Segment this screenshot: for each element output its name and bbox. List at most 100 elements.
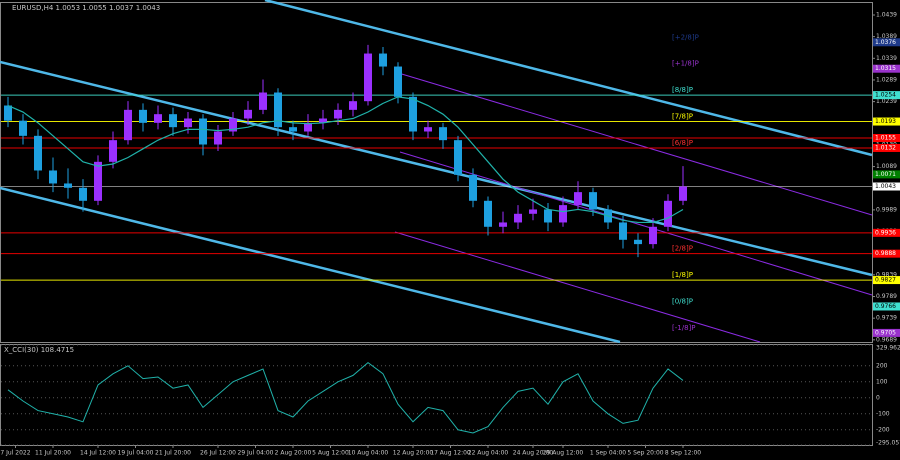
murray-label: [1/8]P bbox=[672, 271, 693, 279]
price-tag-label: 1.0193 bbox=[875, 118, 896, 125]
y-tick-label: 0.9789 bbox=[876, 293, 897, 300]
x-tick-label: 11 Jul 20:00 bbox=[35, 450, 71, 457]
y-tick-label: 1.0439 bbox=[876, 11, 897, 18]
regression-channel bbox=[0, 186, 621, 344]
x-tick-label: 26 Jul 12:00 bbox=[200, 450, 236, 457]
y-tick-label: 1.0239 bbox=[876, 98, 897, 105]
candle-body bbox=[214, 131, 222, 145]
candle-body bbox=[514, 213, 522, 223]
x-tick-label: 22 Aug 04:00 bbox=[468, 450, 509, 457]
price-tag bbox=[873, 117, 900, 126]
cci-line bbox=[7, 361, 684, 434]
price-tag-label: 1.0376 bbox=[875, 39, 896, 46]
candle-body bbox=[199, 118, 207, 145]
x-tick-label: 14 Jul 12:00 bbox=[80, 450, 116, 457]
x-tick-label: 29 Jul 04:00 bbox=[238, 450, 274, 457]
price-tag bbox=[873, 134, 900, 142]
candle-body bbox=[454, 140, 462, 175]
price-tag bbox=[873, 328, 900, 337]
y-tick-label: 1.0389 bbox=[876, 33, 897, 40]
candle-body bbox=[169, 114, 177, 128]
chart-title: EURUSD,H4 1.0053 1.0055 1.0037 1.0043 bbox=[12, 4, 160, 12]
price-tag bbox=[873, 38, 900, 47]
candle-body bbox=[274, 92, 282, 128]
y-tick-label: 0.9689 bbox=[876, 336, 897, 343]
y-tick-label: 1.0289 bbox=[876, 76, 897, 83]
x-tick-label: 5 Aug 12:00 bbox=[312, 450, 349, 457]
y-tick-label: 200 bbox=[876, 362, 888, 369]
cci-panel bbox=[0, 344, 873, 446]
candle-body bbox=[229, 118, 237, 132]
x-tick-label: 10 Aug 04:00 bbox=[348, 450, 389, 457]
y-tick-label: -100 bbox=[876, 410, 890, 417]
candle-body bbox=[589, 192, 597, 210]
candle-body bbox=[124, 109, 132, 141]
x-tick-label: 7 Jul 2022 bbox=[0, 450, 30, 457]
price-tag bbox=[873, 302, 900, 311]
price-tag-label: 1.0155 bbox=[875, 135, 896, 142]
candle-body bbox=[649, 226, 657, 245]
candle-body bbox=[79, 187, 87, 201]
x-tick-label: 5 Sep 20:00 bbox=[627, 450, 663, 457]
candle-body bbox=[34, 135, 42, 171]
candle-body bbox=[154, 114, 162, 123]
candle-body bbox=[49, 170, 57, 184]
murray-label: [-1/8]P bbox=[672, 324, 695, 332]
price-tag-label: 1.0071 bbox=[875, 171, 896, 178]
price-tag bbox=[873, 276, 900, 285]
price-tag bbox=[873, 91, 900, 100]
x-tick-label: 24 Aug 20:00 bbox=[513, 450, 554, 457]
price-tag-label: 0.9827 bbox=[875, 277, 896, 284]
candle-body bbox=[184, 118, 192, 128]
x-tick-label: 12 Aug 20:00 bbox=[393, 450, 434, 457]
candle-body bbox=[259, 92, 267, 110]
candle-body bbox=[529, 209, 537, 214]
x-tick-label: 1 Sep 04:00 bbox=[590, 450, 626, 457]
y-tick-label: 0.9839 bbox=[876, 271, 897, 278]
candle-body bbox=[544, 209, 552, 223]
price-tag bbox=[873, 249, 900, 258]
candle-body bbox=[64, 183, 72, 188]
candle-body bbox=[409, 96, 417, 132]
candle-body bbox=[394, 66, 402, 97]
candle-body bbox=[349, 101, 357, 110]
candle-body bbox=[574, 192, 582, 206]
price-tag bbox=[873, 228, 900, 237]
indicator-title: X_CCI(30) 108.4715 bbox=[4, 346, 74, 354]
y-tick-label: -295.0572 bbox=[876, 440, 900, 447]
regression-channel bbox=[0, 60, 873, 277]
regression-channel bbox=[264, 0, 873, 157]
price-tag bbox=[873, 182, 900, 191]
price-tag bbox=[873, 170, 900, 179]
price-tag-label: 0.9936 bbox=[875, 229, 896, 236]
candle-body bbox=[19, 120, 27, 136]
murray-label: [+2/8]P bbox=[672, 33, 699, 41]
x-tick-label: 17 Aug 12:00 bbox=[430, 450, 471, 457]
price-tag-label: 1.0254 bbox=[875, 92, 896, 99]
y-tick-label: -200 bbox=[876, 426, 890, 433]
candle-body bbox=[289, 127, 297, 132]
candle-body bbox=[319, 118, 327, 123]
candle-body bbox=[334, 109, 342, 119]
price-tag-label: 0.9705 bbox=[875, 329, 896, 336]
y-tick-label: 1.0339 bbox=[876, 55, 897, 62]
candle-body bbox=[634, 239, 642, 245]
candle-body bbox=[469, 174, 477, 201]
candle-body bbox=[439, 127, 447, 141]
y-tick-label: 0.9989 bbox=[876, 206, 897, 213]
trend-channel bbox=[394, 231, 761, 343]
x-tick-label: 19 Jul 04:00 bbox=[118, 450, 154, 457]
main-panel bbox=[0, 2, 873, 343]
candle-body bbox=[364, 53, 372, 102]
y-tick-label: 0.9739 bbox=[876, 315, 897, 322]
candle-body bbox=[484, 200, 492, 227]
candle-body bbox=[109, 140, 117, 162]
price-tag-label: 0.9766 bbox=[875, 303, 896, 310]
candle-body bbox=[424, 127, 432, 132]
y-tick-label: 1.0089 bbox=[876, 163, 897, 170]
trend-channel bbox=[399, 151, 873, 296]
moving-average bbox=[7, 96, 684, 224]
price-tag-label: 1.0315 bbox=[875, 65, 896, 72]
